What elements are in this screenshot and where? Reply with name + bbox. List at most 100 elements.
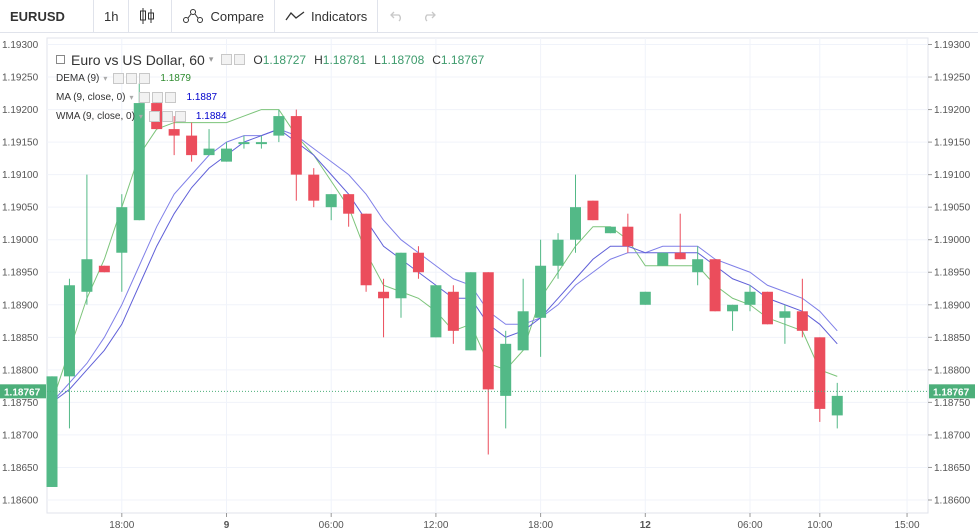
legend-menu-chevron-icon[interactable]: ▾ <box>208 54 214 64</box>
last-price-badge-right <box>929 384 975 399</box>
y-tick-label-right: 1.19250 <box>934 73 971 84</box>
candle-body <box>814 337 826 409</box>
chart-style-button[interactable] <box>129 0 173 32</box>
price-chart[interactable]: 1.18600 1.18600 1.18650 1.18650 1.18700 1.187… <box>0 32 978 532</box>
x-tick-label: 06:00 <box>737 520 762 531</box>
candle-body <box>657 252 669 266</box>
series-line-0 <box>51 109 838 403</box>
candle-body <box>447 291 459 331</box>
y-tick-label-right: 1.19300 <box>934 40 971 51</box>
x-tick-label: 15:00 <box>895 520 920 531</box>
candle-body <box>570 207 581 240</box>
study-menu-chevron-icon[interactable]: ▾ <box>138 112 143 121</box>
chart-legend: Euro vs US Dollar, 60 ▾ O1.18727 H1.18781… <box>56 50 492 126</box>
y-tick-label-right: 1.18900 <box>934 300 971 311</box>
candle-body <box>622 226 634 247</box>
interval-button[interactable]: 1h <box>94 0 130 32</box>
candle-body <box>308 174 320 201</box>
candle-body <box>779 311 791 318</box>
y-tick-label-right: 1.18700 <box>934 430 971 441</box>
x-tick-label: 18:00 <box>528 520 553 531</box>
y-tick-label-left: 1.18750 <box>2 398 39 409</box>
y-tick-label-left: 1.19000 <box>2 235 39 246</box>
candle-body <box>500 343 512 396</box>
study-row[interactable]: MA (9, close, 0) ▾ 1.1887 <box>56 88 492 107</box>
study-hide-icon[interactable] <box>161 111 173 122</box>
y-tick-label-right: 1.18650 <box>934 463 971 474</box>
symbol-label: EURUSD <box>10 8 65 24</box>
last-price-label-right: 1.18767 <box>933 387 970 398</box>
chart-axes: 1.18600 1.18600 1.18650 1.18650 1.18700 1.187… <box>0 40 975 531</box>
study-row[interactable]: WMA (9, close, 0) ▾ 1.1884 <box>56 107 492 126</box>
candle-body <box>98 265 110 273</box>
candle-body <box>796 311 808 331</box>
undo-button[interactable] <box>378 0 416 32</box>
candle-body <box>290 116 302 175</box>
redo-icon <box>425 11 437 22</box>
y-tick-label-right: 1.18850 <box>934 333 971 344</box>
study-label: WMA (9, close, 0) <box>56 111 135 122</box>
series-line-1 <box>51 128 838 403</box>
y-tick-label-left: 1.19200 <box>2 105 39 116</box>
candle-body <box>482 272 494 390</box>
candle-body <box>552 239 564 266</box>
study-remove-icon[interactable] <box>139 73 151 84</box>
candle-body <box>238 142 250 145</box>
candle-body <box>273 116 285 136</box>
candle-body <box>831 395 843 416</box>
y-tick-label-right: 1.19050 <box>934 203 971 214</box>
candle-body <box>395 252 407 299</box>
candles-icon <box>140 8 155 24</box>
study-value: 1.1879 <box>160 73 191 84</box>
candle-body <box>709 259 721 312</box>
candle-body <box>221 148 232 162</box>
study-hide-icon[interactable] <box>126 73 138 84</box>
series-line-2 <box>51 128 838 403</box>
symbol-search-button[interactable]: EURUSD <box>0 0 94 32</box>
x-tick-label: 06:00 <box>319 520 344 531</box>
candle-body <box>744 291 756 305</box>
y-tick-label-left: 1.19300 <box>2 40 39 51</box>
study-settings-icon[interactable] <box>113 73 125 84</box>
candle-body <box>255 142 267 145</box>
indicators-button[interactable]: Indicators <box>275 0 379 32</box>
compare-label: Compare <box>210 8 264 24</box>
legend-settings-icon[interactable] <box>221 54 233 65</box>
study-menu-chevron-icon[interactable]: ▾ <box>103 74 108 83</box>
y-tick-label-right: 1.19200 <box>934 105 971 116</box>
y-tick-label-left: 1.18800 <box>2 365 39 376</box>
candle-body <box>517 311 529 351</box>
candle-body <box>727 304 739 312</box>
study-menu-chevron-icon[interactable]: ▾ <box>129 93 134 102</box>
candle-body <box>604 226 616 234</box>
candle-body <box>63 285 75 377</box>
x-tick-label: 12 <box>640 520 652 531</box>
last-price-badge-left <box>0 384 46 399</box>
study-settings-icon[interactable] <box>139 92 151 103</box>
compare-button[interactable]: Compare <box>172 0 275 32</box>
redo-button[interactable] <box>416 0 448 32</box>
collapse-legend-icon[interactable] <box>56 55 65 64</box>
legend-hide-icon[interactable] <box>234 54 246 65</box>
interval-label: 1h <box>104 8 119 24</box>
x-tick-label: 12:00 <box>423 520 448 531</box>
study-remove-icon[interactable] <box>174 111 186 122</box>
indicator-lines <box>51 109 838 403</box>
candle-body <box>692 259 704 273</box>
ohlc-key: C <box>432 52 441 67</box>
candle-body <box>203 148 215 156</box>
candles <box>46 83 843 487</box>
y-tick-label-left: 1.18950 <box>2 268 39 279</box>
study-settings-icon[interactable] <box>148 111 160 122</box>
candle-body <box>465 272 477 351</box>
study-row[interactable]: DEMA (9) ▾ 1.1879 <box>56 69 492 88</box>
y-tick-label-left: 1.19150 <box>2 138 39 149</box>
x-tick-label: 9 <box>224 520 230 531</box>
study-hide-icon[interactable] <box>152 92 164 103</box>
y-tick-label-left: 1.19050 <box>2 203 39 214</box>
indicators-icon <box>285 11 305 21</box>
study-remove-icon[interactable] <box>165 92 177 103</box>
y-tick-label-left: 1.18600 <box>2 495 39 506</box>
ohlc-value: 1.18727 <box>262 52 307 67</box>
study-label: DEMA (9) <box>56 73 100 84</box>
